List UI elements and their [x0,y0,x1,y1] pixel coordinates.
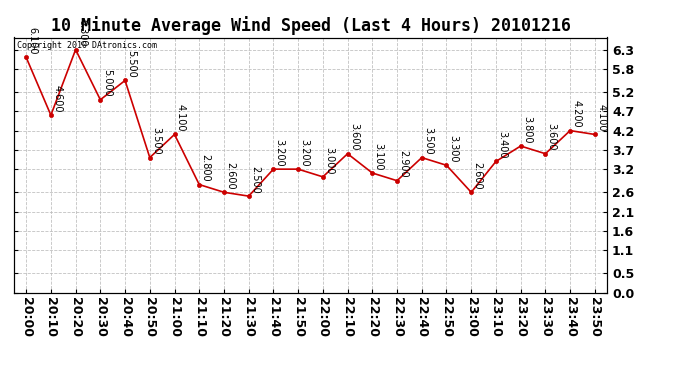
Text: 3.800: 3.800 [522,116,532,143]
Text: Copyright 2010 DAtronics.com: Copyright 2010 DAtronics.com [17,41,157,50]
Text: 6.300: 6.300 [77,20,87,47]
Text: 3.300: 3.300 [448,135,458,162]
Text: 3.200: 3.200 [275,139,285,166]
Text: 2.600: 2.600 [473,162,482,189]
Text: 3.600: 3.600 [349,123,359,151]
Text: 2.800: 2.800 [201,154,210,182]
Title: 10 Minute Average Wind Speed (Last 4 Hours) 20101216: 10 Minute Average Wind Speed (Last 4 Hou… [50,16,571,34]
Text: 3.500: 3.500 [151,127,161,155]
Text: 3.500: 3.500 [423,127,433,155]
Text: 5.500: 5.500 [126,50,137,78]
Text: 3.000: 3.000 [324,147,334,174]
Text: 4.200: 4.200 [571,100,582,128]
Text: 3.400: 3.400 [497,131,507,159]
Text: 2.900: 2.900 [398,150,408,178]
Text: 2.600: 2.600 [226,162,235,189]
Text: 3.200: 3.200 [299,139,310,166]
Text: 2.500: 2.500 [250,166,260,194]
Text: 4.100: 4.100 [596,104,607,132]
Text: 3.600: 3.600 [546,123,557,151]
Text: 6.100: 6.100 [28,27,37,55]
Text: 5.000: 5.000 [101,69,112,97]
Text: 4.100: 4.100 [176,104,186,132]
Text: 3.100: 3.100 [374,143,384,170]
Text: 4.600: 4.600 [52,85,62,112]
